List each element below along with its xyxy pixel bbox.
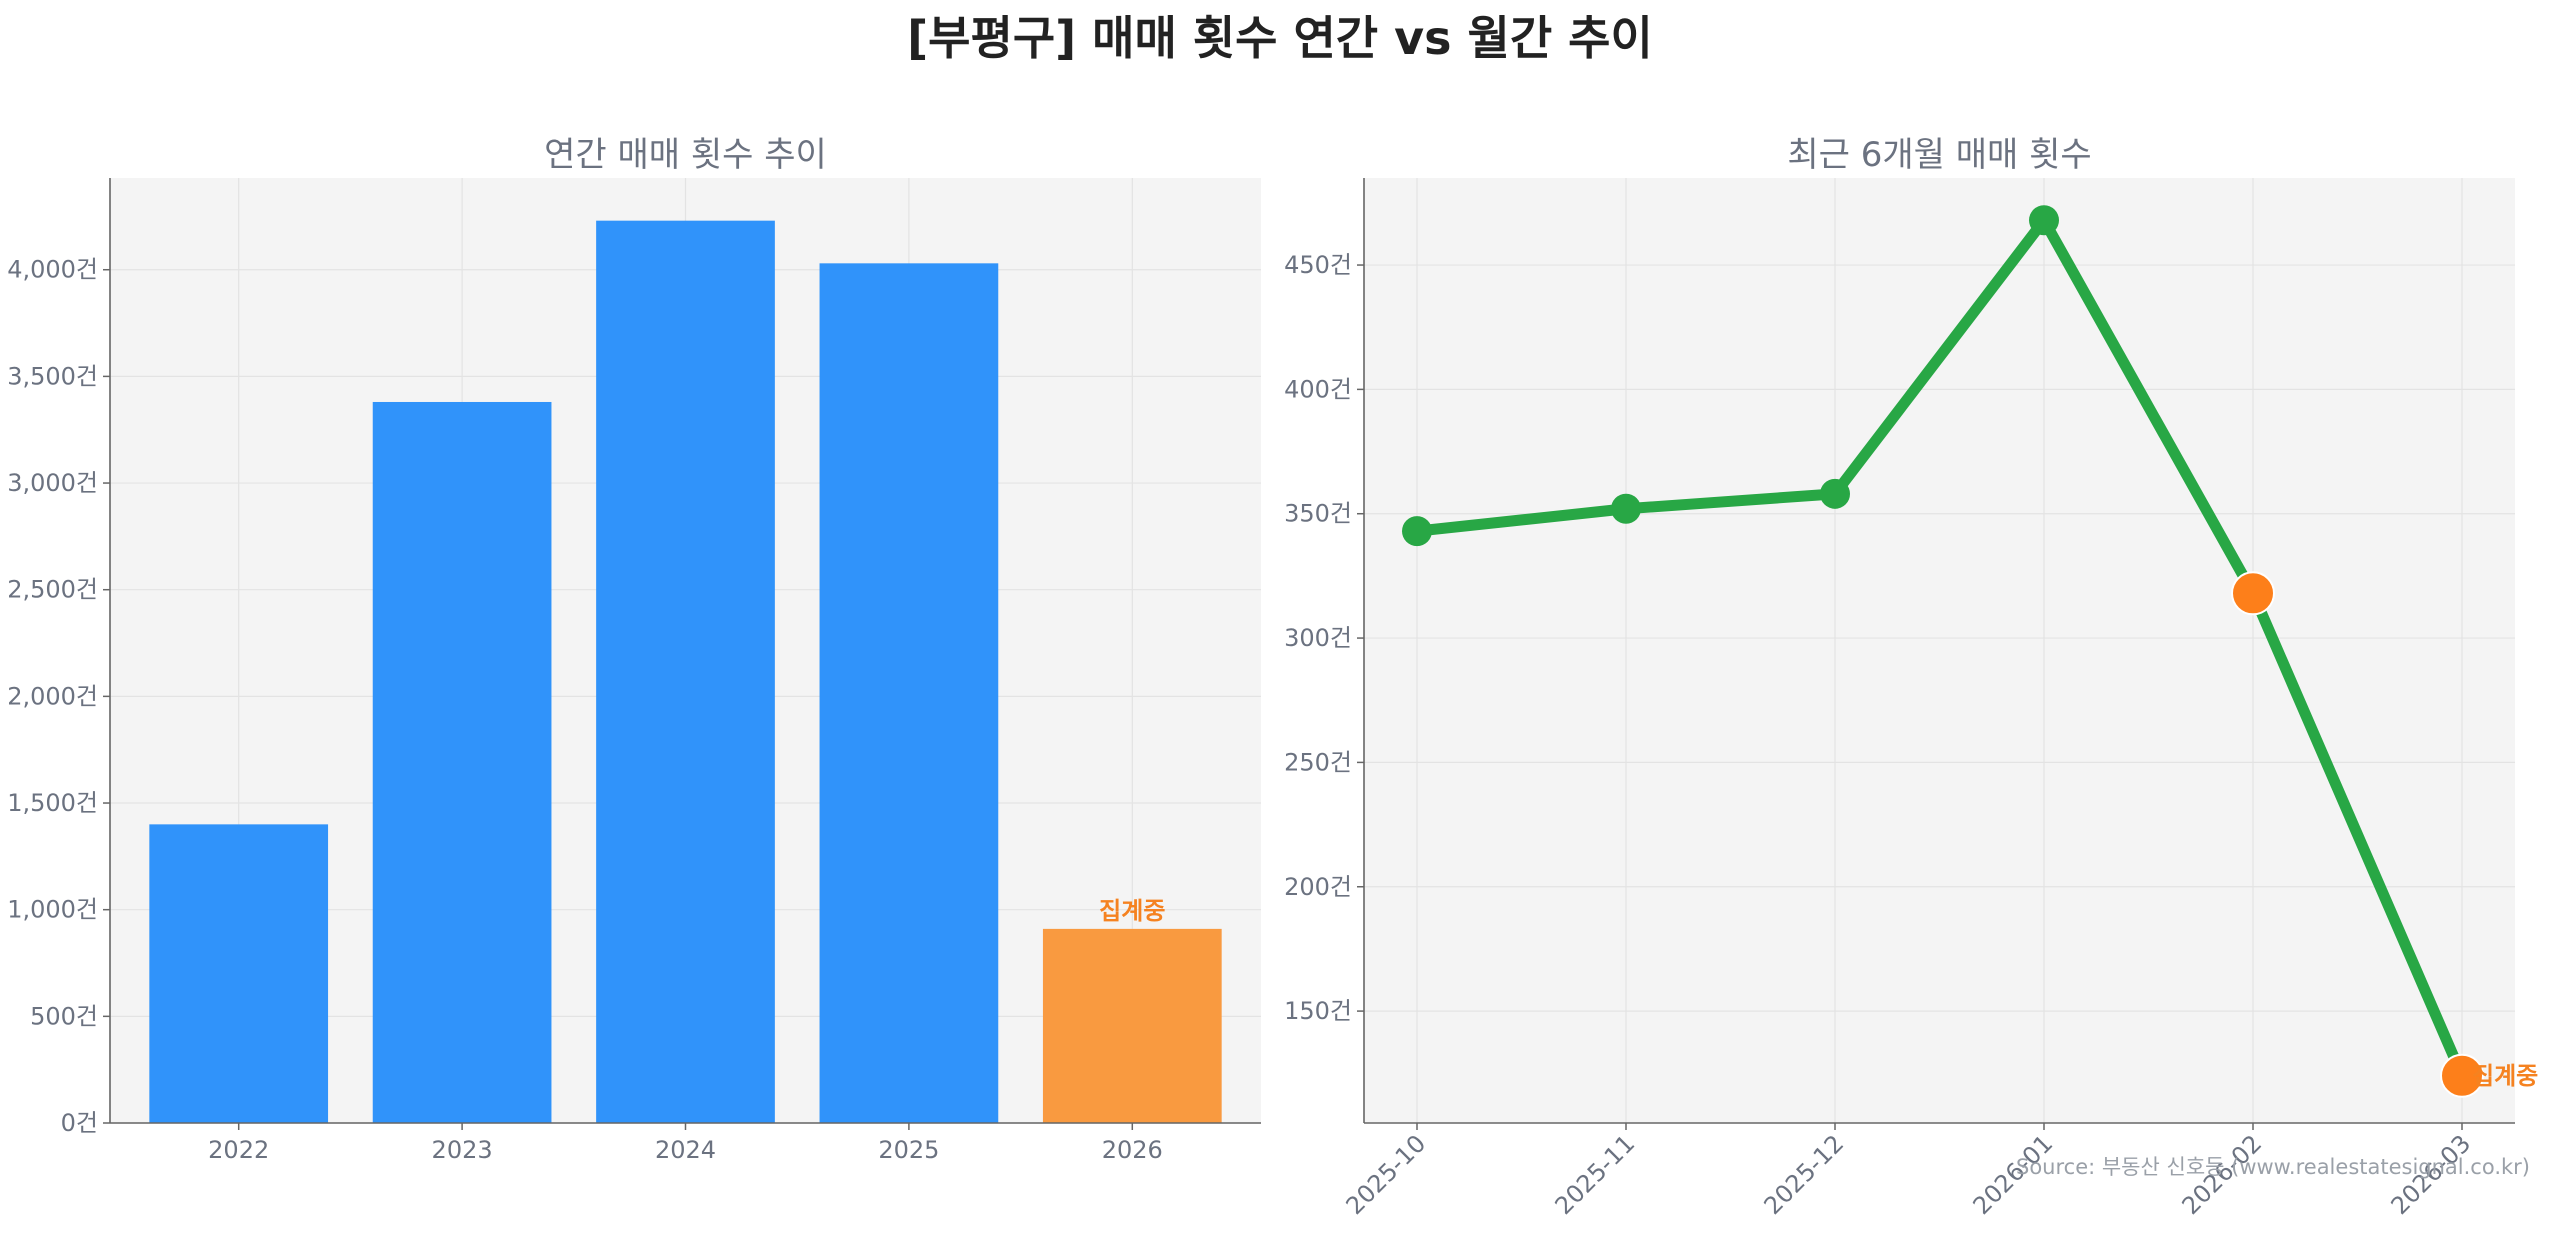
- x-tick-label: 2024: [655, 1136, 716, 1164]
- annual-chart-title: 연간 매매 횟수 추이: [544, 135, 827, 175]
- point-2026-01: [2029, 205, 2059, 236]
- point-2026-03: [2440, 1053, 2484, 1098]
- bar-2023: [372, 401, 552, 1123]
- y-tick-label: 200건: [1284, 873, 1352, 901]
- annual-chart-panel: 집계중 0건 500건 1,000건 1,500건 2,000건 2,500건 3,000건 3…: [7, 135, 1261, 1164]
- y-tick-label: 3,000건: [7, 469, 98, 497]
- y-tick-label: 500건: [30, 1002, 98, 1030]
- point-2025-10: [1402, 516, 1432, 547]
- y-tick-label: 350건: [1284, 500, 1352, 528]
- point-2026-02: [2231, 571, 2275, 616]
- bar-2022: [149, 824, 329, 1123]
- x-tick-label: 2025-10: [1341, 1129, 1432, 1220]
- bar-2024: [596, 220, 775, 1124]
- x-tick-label: 2025-11: [1550, 1129, 1641, 1220]
- y-tick-label: 400건: [1284, 375, 1352, 403]
- y-tick-label: 150건: [1284, 997, 1352, 1025]
- bar-2026: [1042, 928, 1222, 1123]
- y-tick-label: 450건: [1284, 251, 1352, 279]
- y-tick-label: 4,000건: [7, 256, 98, 284]
- y-tick-label: 1,000건: [7, 896, 98, 924]
- y-tick-label: 2,500건: [7, 576, 98, 604]
- y-tick-label: 3,500건: [7, 362, 98, 390]
- x-tick-label: 2026: [1102, 1136, 1163, 1164]
- y-tick-label: 300건: [1284, 624, 1352, 652]
- status-label-in-progress: 집계중: [2472, 1062, 2538, 1090]
- source-note: Source: 부동산 신호등 (www.realestatesignal.co…: [2016, 1155, 2530, 1179]
- x-tick-label: 2022: [208, 1136, 269, 1164]
- plot-area-background: [1364, 178, 2515, 1123]
- bar-2025: [819, 263, 999, 1124]
- chart-title: [부평구] 매매 횟수 연간 vs 월간 추이: [907, 11, 1653, 65]
- y-tick-label: 2,000건: [7, 682, 98, 710]
- monthly-trade-line: [1411, 214, 2468, 1082]
- monthly-chart-panel: 집계중 150건 200건 250건 300건 350건 400건 450건 2025-10 20…: [1284, 135, 2538, 1220]
- point-2025-11: [1611, 493, 1641, 524]
- x-tick-label: 2025-12: [1759, 1129, 1850, 1220]
- y-tick-label: 250건: [1284, 748, 1352, 776]
- x-tick-label: 2025: [878, 1136, 939, 1164]
- x-tick-label: 2023: [432, 1136, 493, 1164]
- status-label-in-progress: 집계중: [1099, 897, 1165, 925]
- y-tick-label: 0건: [61, 1109, 98, 1137]
- point-2025-12: [1820, 478, 1850, 509]
- y-tick-label: 1,500건: [7, 789, 98, 817]
- monthly-chart-title: 최근 6개월 매매 횟수: [1787, 135, 2091, 175]
